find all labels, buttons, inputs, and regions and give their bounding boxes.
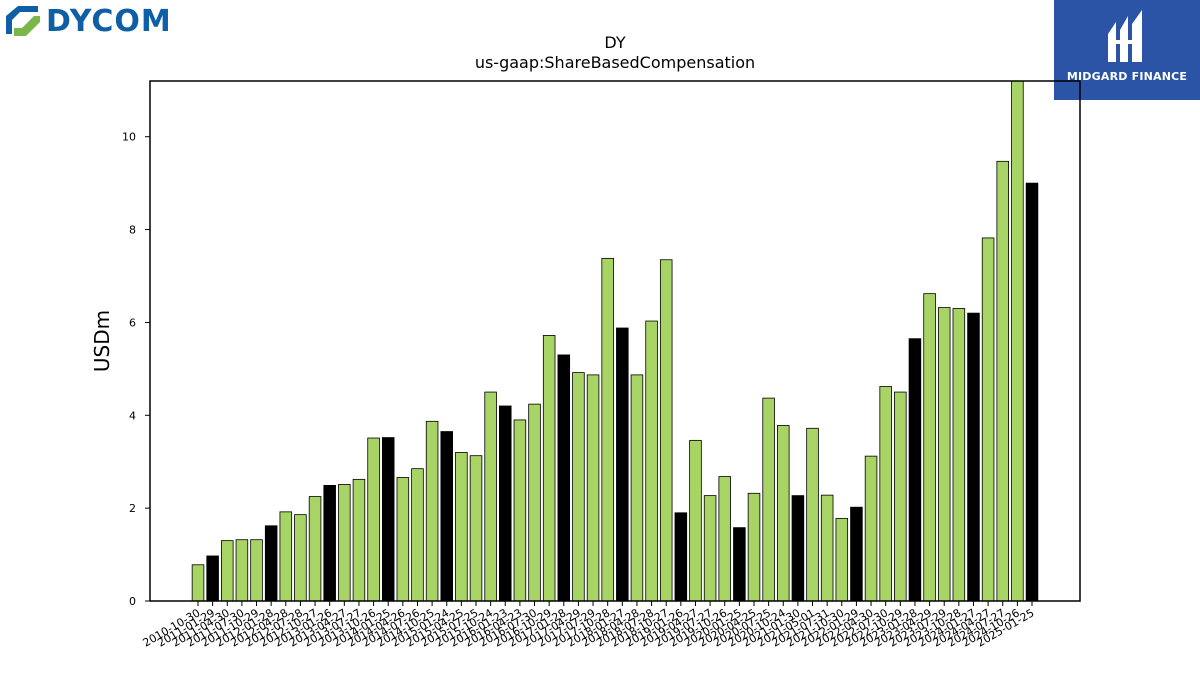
bar xyxy=(294,514,307,602)
y-tick-label: 8 xyxy=(129,224,136,237)
bar xyxy=(586,374,600,602)
bar xyxy=(308,496,322,602)
bar xyxy=(528,403,541,602)
y-tick-label: 6 xyxy=(129,316,136,329)
bar xyxy=(952,308,966,602)
dycom-mark-icon xyxy=(6,6,40,36)
bar xyxy=(820,494,834,602)
midgard-finance-logo: MIDGARD FINANCE xyxy=(1054,0,1200,100)
bar xyxy=(733,527,746,602)
bar xyxy=(484,391,497,602)
chart-title: DY xyxy=(604,33,625,52)
bar xyxy=(806,427,819,602)
bar xyxy=(835,517,849,602)
dycom-logo: DYCOM xyxy=(4,4,204,40)
bar xyxy=(894,391,907,602)
bar xyxy=(338,484,351,602)
bar xyxy=(542,335,556,602)
bar xyxy=(264,525,278,602)
bar xyxy=(572,372,585,602)
bar xyxy=(762,397,775,602)
bar xyxy=(777,425,790,602)
bar xyxy=(645,320,658,602)
bar xyxy=(191,564,205,602)
bar xyxy=(381,437,395,602)
bar xyxy=(499,405,512,602)
dycom-wordmark: DYCOM xyxy=(46,4,172,39)
chart-subtitle: us-gaap:ShareBasedCompensation xyxy=(475,53,755,72)
y-tick-label: 4 xyxy=(129,409,136,422)
bar xyxy=(689,439,702,602)
bar xyxy=(616,327,629,602)
midgard-wordmark: MIDGARD FINANCE xyxy=(1066,70,1188,83)
bar xyxy=(1025,182,1039,602)
bar xyxy=(879,386,892,602)
bar xyxy=(279,511,293,602)
bar xyxy=(425,420,439,602)
bar xyxy=(659,259,673,602)
y-axis-ticks: 0 2 4 6 8 10 xyxy=(122,131,150,608)
bar xyxy=(937,307,951,602)
bar xyxy=(601,257,614,602)
bar xyxy=(323,484,336,602)
bar xyxy=(791,495,805,602)
plot-frame xyxy=(149,80,1081,602)
bar xyxy=(469,455,483,602)
bar xyxy=(235,539,249,602)
bar xyxy=(206,555,219,602)
midgard-mark-icon xyxy=(1108,10,1142,62)
bar xyxy=(513,419,527,602)
bar xyxy=(396,477,410,602)
bar xyxy=(923,293,936,602)
bar xyxy=(221,540,234,602)
bar xyxy=(367,437,380,602)
bar xyxy=(908,338,922,602)
bar xyxy=(967,312,980,602)
bar xyxy=(981,237,995,602)
bar xyxy=(411,468,424,602)
bar xyxy=(352,478,366,602)
bar xyxy=(1011,80,1024,602)
bar xyxy=(440,431,453,602)
bar xyxy=(557,354,571,602)
bar xyxy=(747,492,761,602)
bar-series xyxy=(191,80,1039,602)
y-tick-label: 2 xyxy=(129,502,136,515)
bar xyxy=(674,512,688,602)
bar xyxy=(864,455,878,602)
bar xyxy=(703,495,717,602)
bar xyxy=(630,374,644,602)
bar xyxy=(250,539,263,602)
y-axis-label: USDm xyxy=(90,310,114,372)
y-tick-label: 10 xyxy=(122,131,136,144)
y-tick-label: 0 xyxy=(129,595,136,608)
bar xyxy=(996,160,1009,602)
bar xyxy=(850,506,863,602)
x-axis-ticks: 2010-10-302011-01-292011-04-302011-07-30… xyxy=(141,601,1037,650)
bar xyxy=(718,476,731,602)
bar xyxy=(455,452,468,602)
